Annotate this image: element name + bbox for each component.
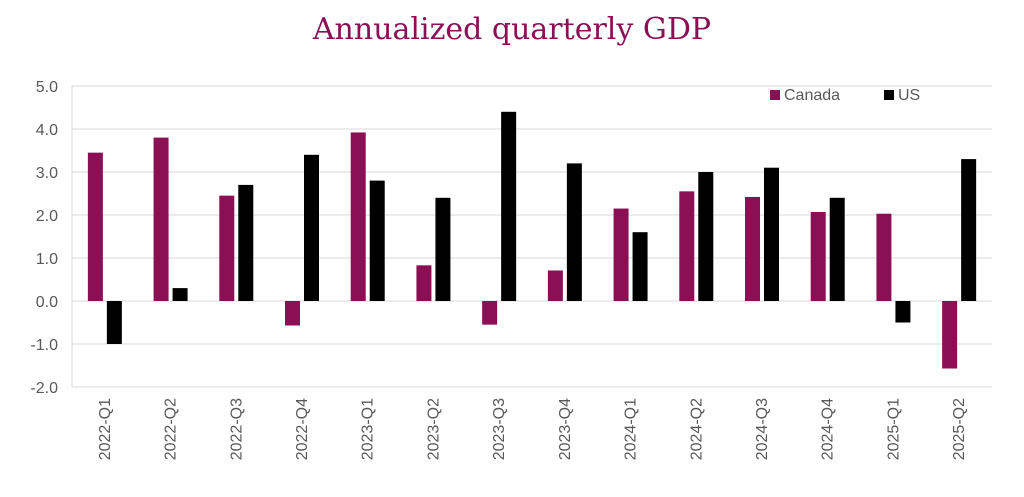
bar-us-2024-q4 [829,197,845,301]
bar-us-2023-q1 [369,180,385,301]
y-tick-label: 1.0 [36,251,58,268]
bar-canada-2022-q4 [285,301,300,326]
x-tick-label: 2023-Q2 [425,398,442,460]
x-tick-label: 2024-Q2 [688,398,705,460]
bar-canada-2023-q2 [416,265,432,301]
gridlines [71,85,992,388]
chart-title: Annualized quarterly GDP [312,12,712,47]
bar-canada-2025-q1 [876,213,892,301]
x-tick-label: 2024-Q3 [754,398,771,460]
bar-us-2023-q3 [501,111,517,301]
bar-us-2025-q1 [895,301,911,323]
bar-canada-2024-q2 [679,191,695,301]
x-tick-label: 2024-Q4 [820,398,837,460]
bar-canada-2023-q3 [482,301,498,325]
bar-us-2024-q2 [698,172,714,301]
legend-label-us: US [898,87,920,104]
bar-us-2022-q1 [106,301,122,344]
bar-canada-2023-q4 [547,270,563,301]
bar-us-2024-q3 [764,167,779,301]
y-tick-label: 3.0 [36,165,58,182]
bar-us-2025-q2 [961,159,977,301]
y-tick-label: -2.0 [30,380,58,397]
y-tick-label: 5.0 [36,79,58,96]
bar-canada-2024-q4 [810,211,826,301]
y-tick-label: -1.0 [30,337,58,354]
x-tick-label: 2022-Q1 [97,398,114,460]
bar-us-2023-q2 [435,197,451,301]
bar-canada-2023-q1 [350,132,366,301]
y-tick-label: 0.0 [36,294,58,311]
x-tick-label: 2023-Q1 [360,398,377,460]
bars [87,111,977,369]
x-tick-label: 2022-Q3 [228,398,245,460]
x-tick-label: 2023-Q3 [491,398,508,460]
x-tick-label: 2024-Q1 [623,398,640,460]
x-tick-label: 2023-Q4 [557,398,574,460]
legend-swatch-canada [770,90,780,100]
x-tick-label: 2025-Q2 [951,398,968,460]
x-tick-label: 2025-Q1 [885,398,902,460]
legend-swatch-us [884,90,894,100]
y-tick-label: 2.0 [36,208,58,225]
bar-canada-2025-q2 [942,301,958,369]
bar-us-2023-q4 [566,163,582,301]
bar-canada-2024-q1 [613,208,629,301]
x-tick-label: 2022-Q2 [163,398,180,460]
bar-us-2022-q2 [172,288,188,301]
y-axis-ticks: -2.0 -1.0 0.0 1.0 2.0 3.0 4.0 5.0 [30,79,58,397]
bar-canada-2022-q2 [153,137,169,301]
bar-canada-2022-q1 [87,152,103,301]
y-tick-label: 4.0 [36,122,58,139]
bar-us-2024-q1 [632,232,648,301]
legend-label-canada: Canada [784,87,840,104]
legend: Canada US [770,87,920,104]
x-axis-ticks: 2022-Q1 2022-Q2 2022-Q3 2022-Q4 2023-Q1 2023-… [97,398,968,460]
bar-canada-2022-q3 [219,195,235,301]
bar-us-2022-q3 [238,184,254,301]
bar-us-2022-q4 [304,154,319,301]
x-tick-label: 2022-Q4 [294,398,311,460]
bar-canada-2024-q3 [745,196,760,301]
